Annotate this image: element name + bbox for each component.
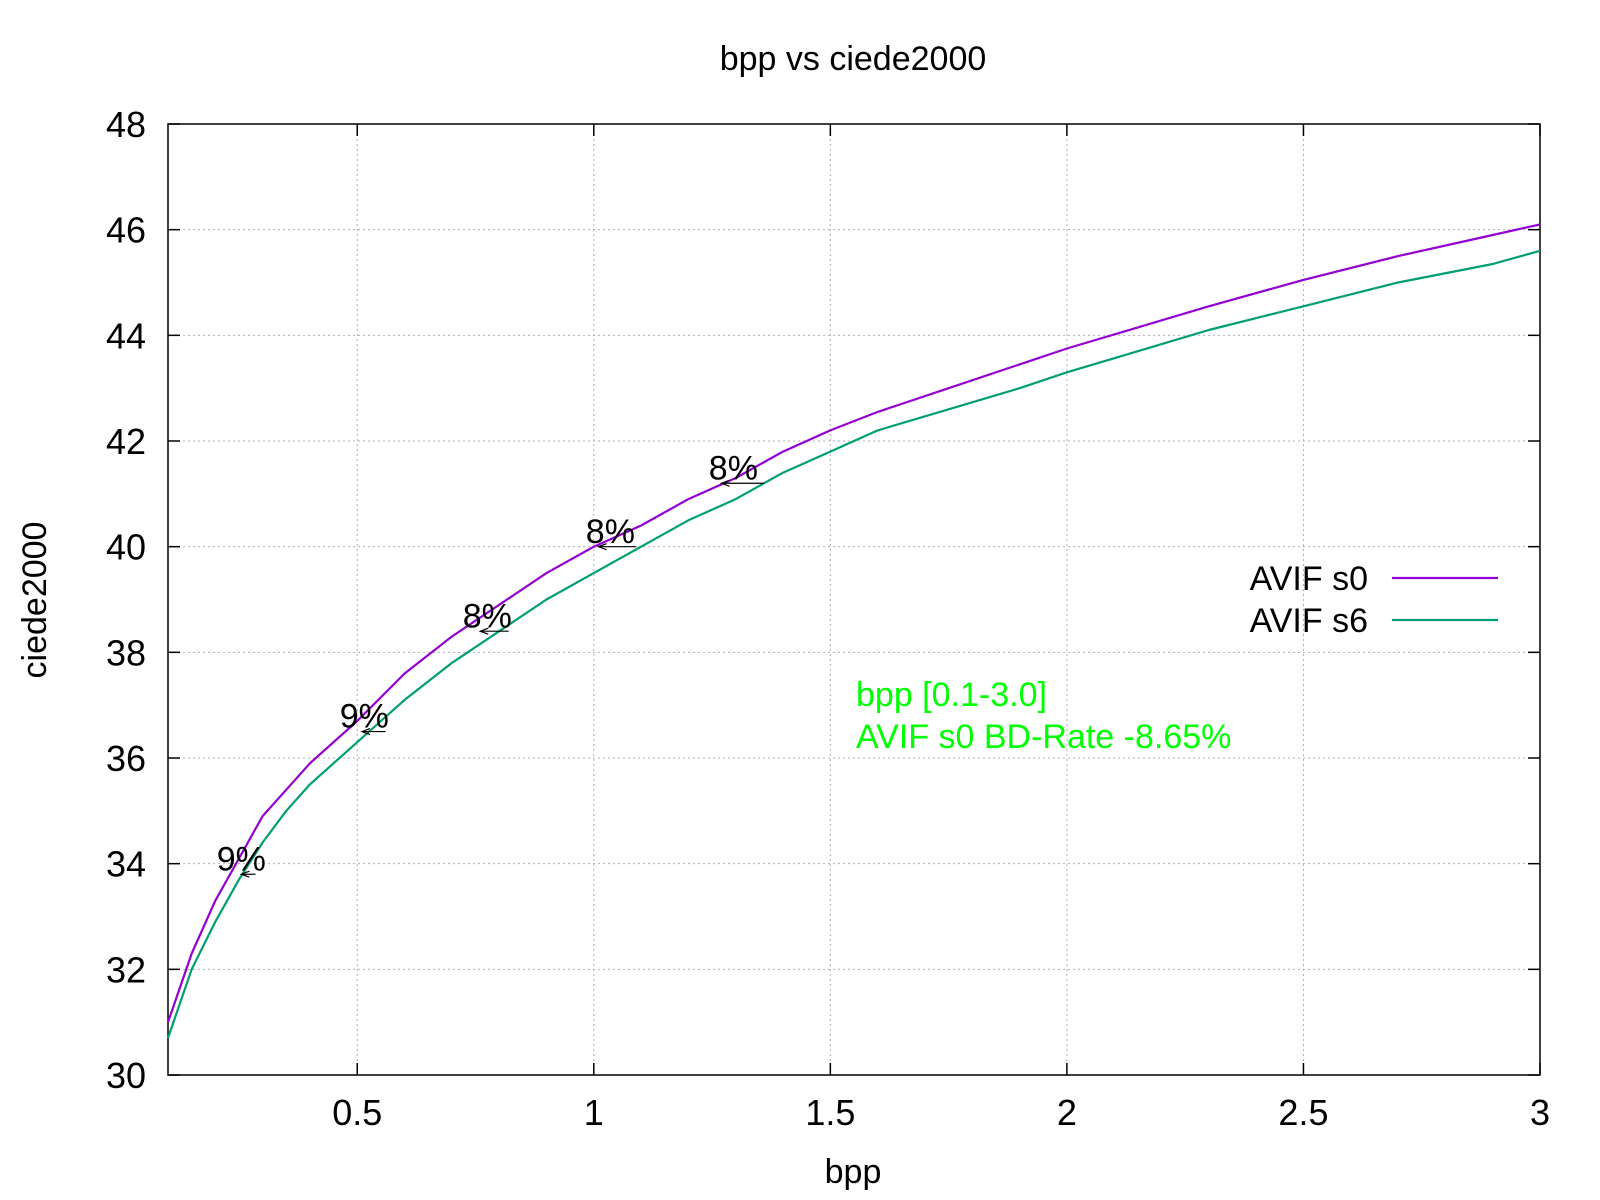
x-tick-label: 2.5 — [1278, 1092, 1328, 1133]
y-tick-label: 48 — [106, 104, 146, 145]
y-tick-label: 30 — [106, 1055, 146, 1096]
y-tick-label: 34 — [106, 844, 146, 885]
chart-title: bpp vs ciede2000 — [720, 40, 987, 78]
x-tick-label: 1.5 — [805, 1092, 855, 1133]
annotation-label: 8% — [463, 597, 512, 635]
y-tick-label: 32 — [106, 949, 146, 990]
x-axis-label: bpp — [825, 1153, 882, 1191]
legend-label-avif-s0: AVIF s0 — [1250, 560, 1368, 598]
legend-label-avif-s6: AVIF s6 — [1250, 602, 1368, 640]
annotation-label: 8% — [586, 513, 635, 551]
annotation-label: 9% — [217, 840, 266, 878]
y-tick-label: 46 — [106, 210, 146, 251]
annotations: 9% 9% 8% 8% 8% — [217, 449, 765, 878]
x-tick-label: 2 — [1057, 1092, 1077, 1133]
tick-labels: 0.5 1 1.5 2 2.5 3 30 32 34 36 38 40 42 44 46 48 — [106, 104, 1550, 1133]
series-line-avif-s0 — [166, 223, 1541, 1023]
axis-ticks — [168, 123, 1541, 1076]
note-line: AVIF s0 BD-Rate -8.65% — [856, 718, 1231, 756]
series-lines — [166, 223, 1541, 1039]
y-tick-label: 36 — [106, 738, 146, 779]
annotation-label: 8% — [709, 449, 758, 487]
y-axis-label: ciede2000 — [16, 522, 54, 679]
y-tick-label: 44 — [106, 315, 146, 356]
series-line-avif-s6 — [166, 249, 1541, 1039]
y-tick-label: 42 — [106, 421, 146, 462]
annotation-arrowhead — [596, 543, 607, 551]
annotation-arrowhead — [360, 728, 371, 736]
x-tick-label: 1 — [584, 1092, 604, 1133]
annotation-arrowhead — [719, 479, 730, 487]
x-tick-label: 0.5 — [332, 1092, 382, 1133]
x-tick-label: 3 — [1530, 1092, 1550, 1133]
annotation-label: 9% — [340, 698, 389, 736]
note-line: bpp [0.1-3.0] — [856, 676, 1047, 714]
annotation-arrowhead — [478, 627, 489, 635]
legend: AVIF s0 AVIF s6 — [1250, 560, 1498, 640]
annotation-arrowhead — [239, 870, 250, 878]
notes: bpp [0.1-3.0] AVIF s0 BD-Rate -8.65% — [856, 676, 1231, 756]
y-tick-label: 40 — [106, 527, 146, 568]
plot-border — [167, 123, 1541, 1076]
y-tick-label: 38 — [106, 632, 146, 673]
